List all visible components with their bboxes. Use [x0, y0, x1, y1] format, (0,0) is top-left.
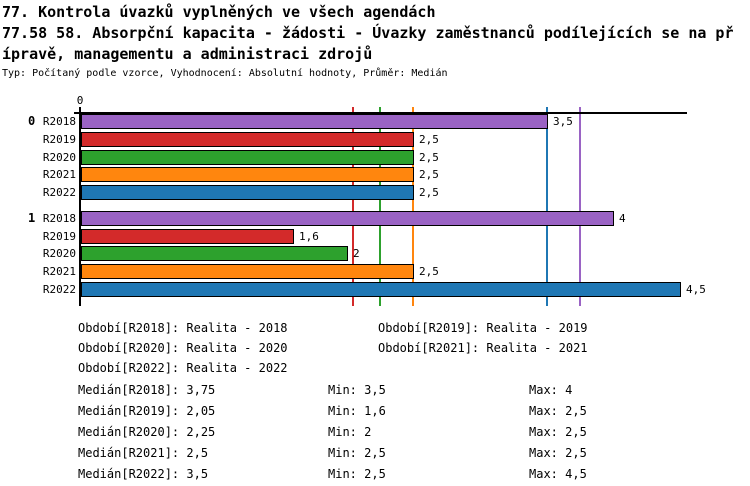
median-line-R2020	[379, 107, 381, 306]
bar-R2022-group-0	[81, 185, 414, 200]
bar-value-label-R2022: 2,5	[419, 186, 439, 199]
report-title-line3: ípravě, managementu a administraci zdroj…	[2, 45, 373, 63]
report-title-line1: 77. Kontrola úvazků vyplněných ve všech …	[2, 3, 436, 21]
stat-min-row-1: Min: 1,6	[328, 404, 386, 418]
stat-max-row-0: Max: 4	[529, 383, 573, 397]
legend-item-3: Období[R2021]: Realita - 2021	[378, 341, 588, 355]
value-axis-line	[79, 107, 81, 306]
bar-row-label-R2019: R2019	[42, 133, 76, 146]
bar-R2019-group-0	[81, 132, 414, 147]
category-axis-line	[74, 112, 687, 114]
bar-value-label-R2018: 4	[619, 212, 626, 225]
group-label-0: 0	[28, 114, 36, 128]
bar-R2019-group-1	[81, 229, 294, 244]
bar-R2018-group-1	[81, 211, 614, 226]
stat-min-row-2: Min: 2	[328, 425, 372, 439]
group-label-1: 1	[28, 211, 36, 225]
legend-item-1: Období[R2019]: Realita - 2019	[378, 321, 588, 335]
legend-item-4: Období[R2022]: Realita - 2022	[78, 361, 288, 375]
bar-R2020-group-1	[81, 246, 348, 261]
bar-value-label-R2020: 2,5	[419, 151, 439, 164]
report-subtitle: Typ: Počítaný podle vzorce, Vyhodnocení:…	[2, 68, 448, 79]
median-line-R2019	[352, 107, 354, 306]
bar-R2021-group-1	[81, 264, 414, 279]
bar-value-label-R2018: 3,5	[553, 115, 573, 128]
stat-max-row-4: Max: 4,5	[529, 467, 587, 481]
bar-row-label-R2022: R2022	[42, 283, 76, 296]
stat-min-row-3: Min: 2,5	[328, 446, 386, 460]
bar-R2018-group-0	[81, 114, 548, 129]
bar-value-label-R2021: 2,5	[419, 168, 439, 181]
median-line-R2018	[579, 107, 581, 306]
bar-value-label-R2020: 2	[353, 247, 360, 260]
legend-item-0: Období[R2018]: Realita - 2018	[78, 321, 288, 335]
bar-row-label-R2018: R2018	[42, 212, 76, 225]
axis-tick-label-0: 0	[76, 94, 84, 107]
bar-row-label-R2019: R2019	[42, 230, 76, 243]
median-line-R2022	[546, 107, 548, 306]
bar-row-label-R2020: R2020	[42, 151, 76, 164]
bar-row-label-R2022: R2022	[42, 186, 76, 199]
bar-row-label-R2018: R2018	[42, 115, 76, 128]
stat-median-row-0: Medián[R2018]: 3,75	[78, 383, 216, 397]
bar-row-label-R2020: R2020	[42, 247, 76, 260]
bar-value-label-R2021: 2,5	[419, 265, 439, 278]
bar-R2020-group-0	[81, 150, 414, 165]
stat-median-row-3: Medián[R2021]: 2,5	[78, 446, 209, 460]
bar-value-label-R2019: 1,6	[299, 230, 319, 243]
stat-max-row-3: Max: 2,5	[529, 446, 587, 460]
bar-R2022-group-1	[81, 282, 681, 297]
legend-item-2: Období[R2020]: Realita - 2020	[78, 341, 288, 355]
stat-max-row-1: Max: 2,5	[529, 404, 587, 418]
stat-median-row-4: Medián[R2022]: 3,5	[78, 467, 209, 481]
stat-max-row-2: Max: 2,5	[529, 425, 587, 439]
bar-value-label-R2022: 4,5	[686, 283, 706, 296]
bar-R2021-group-0	[81, 167, 414, 182]
report-title-line2: 77.58 58. Absorpční kapacita - žádosti -…	[2, 24, 734, 42]
median-line-R2021	[412, 107, 414, 306]
bar-row-label-R2021: R2021	[42, 265, 76, 278]
stat-min-row-4: Min: 2,5	[328, 467, 386, 481]
bar-value-label-R2019: 2,5	[419, 133, 439, 146]
stat-min-row-0: Min: 3,5	[328, 383, 386, 397]
stat-median-row-2: Medián[R2020]: 2,25	[78, 425, 216, 439]
stat-median-row-1: Medián[R2019]: 2,05	[78, 404, 216, 418]
bar-row-label-R2021: R2021	[42, 168, 76, 181]
